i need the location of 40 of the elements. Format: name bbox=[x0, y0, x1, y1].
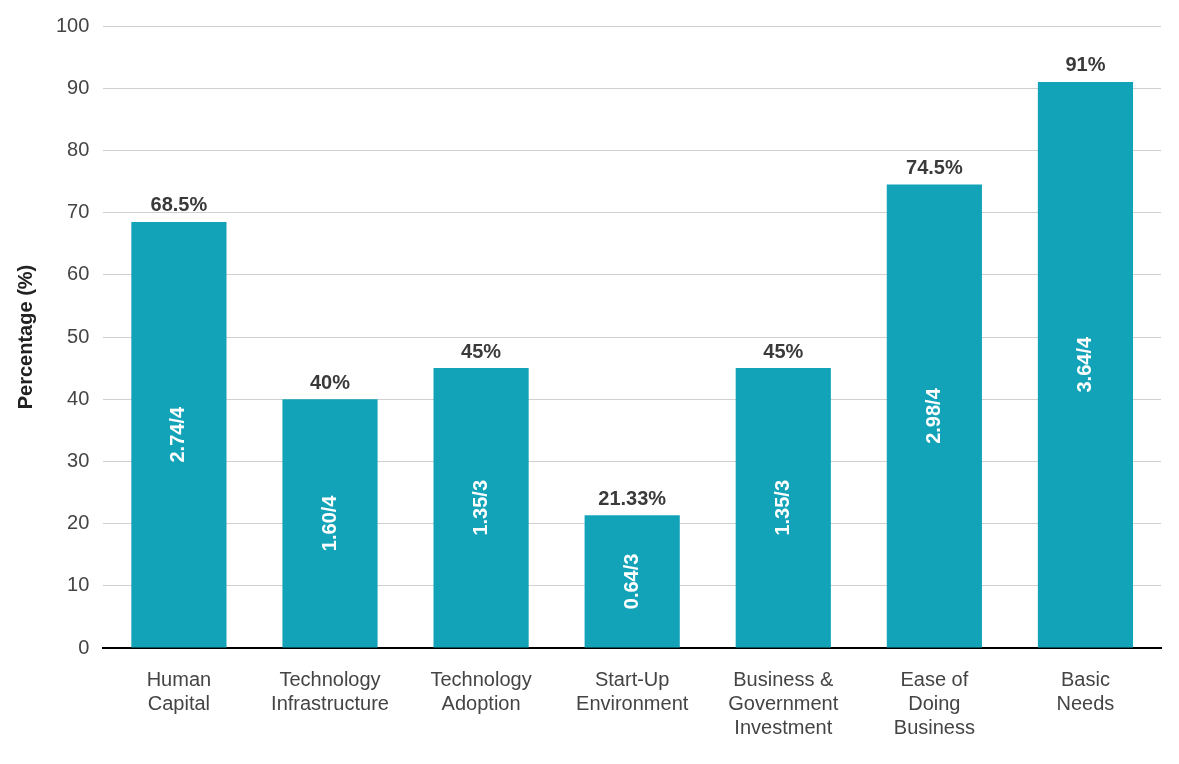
x-tick-label: Basic Needs bbox=[1056, 667, 1115, 714]
y-tick-label: 100 bbox=[55, 13, 90, 36]
data-label: 45% bbox=[763, 339, 804, 362]
bar bbox=[282, 399, 378, 648]
annotation: 1.35/3 bbox=[770, 480, 793, 536]
x-tick-label: Human Capital bbox=[146, 667, 212, 714]
x-tick-label: Start-Up Environment bbox=[576, 667, 689, 714]
annotation: 3.64/4 bbox=[1072, 336, 1095, 393]
y-axis-title: Percentage (%) bbox=[13, 264, 36, 410]
data-label: 40% bbox=[309, 370, 351, 393]
data-label: 21.33% bbox=[598, 486, 667, 509]
bar bbox=[131, 221, 227, 648]
x-tick-label: Technology Infrastructure bbox=[271, 667, 389, 714]
bar bbox=[433, 368, 529, 648]
annotation: 2.74/4 bbox=[166, 406, 189, 463]
data-label: 45% bbox=[461, 339, 502, 362]
y-tick-label: 90 bbox=[67, 75, 90, 98]
x-tick-label: Business & Government Investment bbox=[728, 667, 839, 738]
y-tick-label: 0 bbox=[78, 635, 90, 658]
x-tick-label: Technology Adoption bbox=[430, 667, 532, 714]
x-tick-label: Ease of Doing Business bbox=[893, 667, 975, 738]
y-tick-label: 50 bbox=[67, 324, 90, 347]
annotation: 0.64/3 bbox=[619, 553, 642, 610]
annotation: 2.98/4 bbox=[921, 387, 944, 444]
bar bbox=[735, 368, 831, 648]
y-tick-label: 70 bbox=[67, 200, 90, 223]
y-tick-label: 40 bbox=[67, 386, 90, 409]
data-label: 68.5% bbox=[150, 193, 208, 216]
bar bbox=[1037, 81, 1134, 648]
y-tick-label: 30 bbox=[67, 448, 90, 471]
annotation: 1.35/3 bbox=[468, 480, 491, 536]
bar bbox=[584, 515, 680, 648]
y-tick-label: 80 bbox=[67, 137, 90, 160]
bar bbox=[886, 184, 982, 648]
y-tick-label: 20 bbox=[67, 511, 90, 534]
annotation: 1.60/4 bbox=[317, 494, 340, 552]
data-label: 74.5% bbox=[906, 156, 963, 179]
y-tick-label: 60 bbox=[67, 262, 90, 285]
data-label: 91% bbox=[1065, 53, 1106, 76]
y-tick-label: 10 bbox=[67, 573, 90, 596]
